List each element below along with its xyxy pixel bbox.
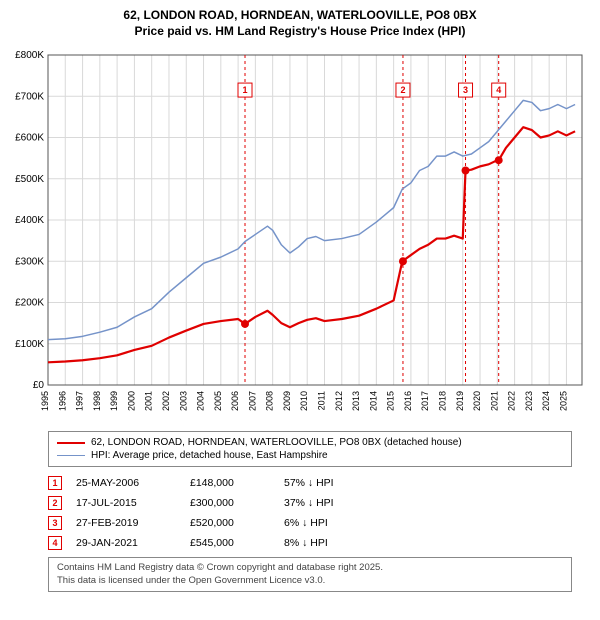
footer-line-2: This data is licensed under the Open Gov… xyxy=(57,575,563,587)
chart-container: 62, LONDON ROAD, HORNDEAN, WATERLOOVILLE… xyxy=(0,0,600,620)
y-tick-label: £100K xyxy=(15,339,44,350)
sale-row-marker: 4 xyxy=(48,536,62,550)
x-tick-label: 1998 xyxy=(92,391,102,411)
x-tick-label: 2022 xyxy=(507,391,517,411)
y-tick-label: £500K xyxy=(15,174,44,185)
sale-compare: 6% ↓ HPI xyxy=(284,517,404,529)
x-tick-label: 2019 xyxy=(455,391,465,411)
title-block: 62, LONDON ROAD, HORNDEAN, WATERLOOVILLE… xyxy=(10,8,590,39)
sale-date: 27-FEB-2019 xyxy=(76,517,176,529)
sale-price: £300,000 xyxy=(190,497,270,509)
sale-compare: 8% ↓ HPI xyxy=(284,537,404,549)
sale-row-marker: 2 xyxy=(48,496,62,510)
title-line-2: Price paid vs. HM Land Registry's House … xyxy=(10,24,590,40)
sale-row: 3 27-FEB-2019 £520,000 6% ↓ HPI xyxy=(48,513,572,533)
x-tick-label: 2020 xyxy=(472,391,482,411)
x-tick-label: 2007 xyxy=(247,391,257,411)
y-tick-label: £300K xyxy=(15,256,44,267)
x-tick-label: 2015 xyxy=(386,391,396,411)
x-tick-label: 2013 xyxy=(351,391,361,411)
x-tick-label: 2002 xyxy=(161,391,171,411)
sale-row: 4 29-JAN-2021 £545,000 8% ↓ HPI xyxy=(48,533,572,553)
x-tick-label: 2017 xyxy=(420,391,430,411)
legend-label: 62, LONDON ROAD, HORNDEAN, WATERLOOVILLE… xyxy=(91,437,462,448)
x-tick-label: 2001 xyxy=(144,391,154,411)
y-tick-label: £700K xyxy=(15,91,44,102)
x-tick-label: 2004 xyxy=(196,391,206,411)
x-tick-label: 2024 xyxy=(541,391,551,411)
footer-box: Contains HM Land Registry data © Crown c… xyxy=(48,557,572,592)
x-tick-label: 2008 xyxy=(265,391,275,411)
sale-price: £545,000 xyxy=(190,537,270,549)
y-tick-label: £600K xyxy=(15,133,44,144)
x-tick-label: 2016 xyxy=(403,391,413,411)
chart-svg: £0 £100K £200K £300K £400K £500K £600K £700K £80… xyxy=(10,45,590,425)
x-tick-label: 2023 xyxy=(524,391,534,411)
x-tick-label: 1996 xyxy=(57,391,67,411)
y-tick-label: £800K xyxy=(15,50,44,61)
title-line-1: 62, LONDON ROAD, HORNDEAN, WATERLOOVILLE… xyxy=(10,8,590,24)
x-tick-label: 2009 xyxy=(282,391,292,411)
sale-marker-number: 2 xyxy=(400,85,405,95)
x-tick-label: 2018 xyxy=(437,391,447,411)
sale-price: £520,000 xyxy=(190,517,270,529)
x-tick-label: 2006 xyxy=(230,391,240,411)
sale-marker-dot xyxy=(399,257,407,265)
x-tick-label: 2003 xyxy=(178,391,188,411)
sale-date: 29-JAN-2021 xyxy=(76,537,176,549)
sale-marker-dot xyxy=(462,167,470,175)
legend-label: HPI: Average price, detached house, East… xyxy=(91,450,328,461)
x-tick-label: 1999 xyxy=(109,391,119,411)
y-tick-label: £0 xyxy=(33,380,45,391)
sale-marker-number: 1 xyxy=(243,85,248,95)
chart-area: £0 £100K £200K £300K £400K £500K £600K £700K £80… xyxy=(10,45,590,425)
sale-date: 25-MAY-2006 xyxy=(76,477,176,489)
sale-compare: 37% ↓ HPI xyxy=(284,497,404,509)
x-tick-label: 2021 xyxy=(489,391,499,411)
x-tick-label: 2025 xyxy=(558,391,568,411)
legend-row: HPI: Average price, detached house, East… xyxy=(57,449,563,462)
sale-row-marker: 1 xyxy=(48,476,62,490)
y-tick-label: £400K xyxy=(15,215,44,226)
legend-swatch xyxy=(57,455,85,457)
sale-marker-number: 3 xyxy=(463,85,468,95)
sale-marker-number: 4 xyxy=(496,85,501,95)
sale-row: 2 17-JUL-2015 £300,000 37% ↓ HPI xyxy=(48,493,572,513)
footer-line-1: Contains HM Land Registry data © Crown c… xyxy=(57,562,563,574)
y-tick-label: £200K xyxy=(15,298,44,309)
legend-swatch xyxy=(57,442,85,444)
sale-price: £148,000 xyxy=(190,477,270,489)
sale-marker-dot xyxy=(495,156,503,164)
x-tick-label: 1995 xyxy=(40,391,50,411)
x-tick-label: 2014 xyxy=(368,391,378,411)
x-tick-label: 2011 xyxy=(317,391,327,410)
sale-row: 1 25-MAY-2006 £148,000 57% ↓ HPI xyxy=(48,473,572,493)
x-tick-label: 2012 xyxy=(334,391,344,411)
x-tick-label: 2005 xyxy=(213,391,223,411)
x-tick-label: 2000 xyxy=(126,391,136,411)
legend-row: 62, LONDON ROAD, HORNDEAN, WATERLOOVILLE… xyxy=(57,436,563,449)
sale-date: 17-JUL-2015 xyxy=(76,497,176,509)
sale-row-marker: 3 xyxy=(48,516,62,530)
legend-box: 62, LONDON ROAD, HORNDEAN, WATERLOOVILLE… xyxy=(48,431,572,467)
x-tick-label: 2010 xyxy=(299,391,309,411)
sales-table: 1 25-MAY-2006 £148,000 57% ↓ HPI 2 17-JUL-201… xyxy=(48,473,572,553)
sale-compare: 57% ↓ HPI xyxy=(284,477,404,489)
x-tick-label: 1997 xyxy=(75,391,85,411)
sale-marker-dot xyxy=(241,320,249,328)
